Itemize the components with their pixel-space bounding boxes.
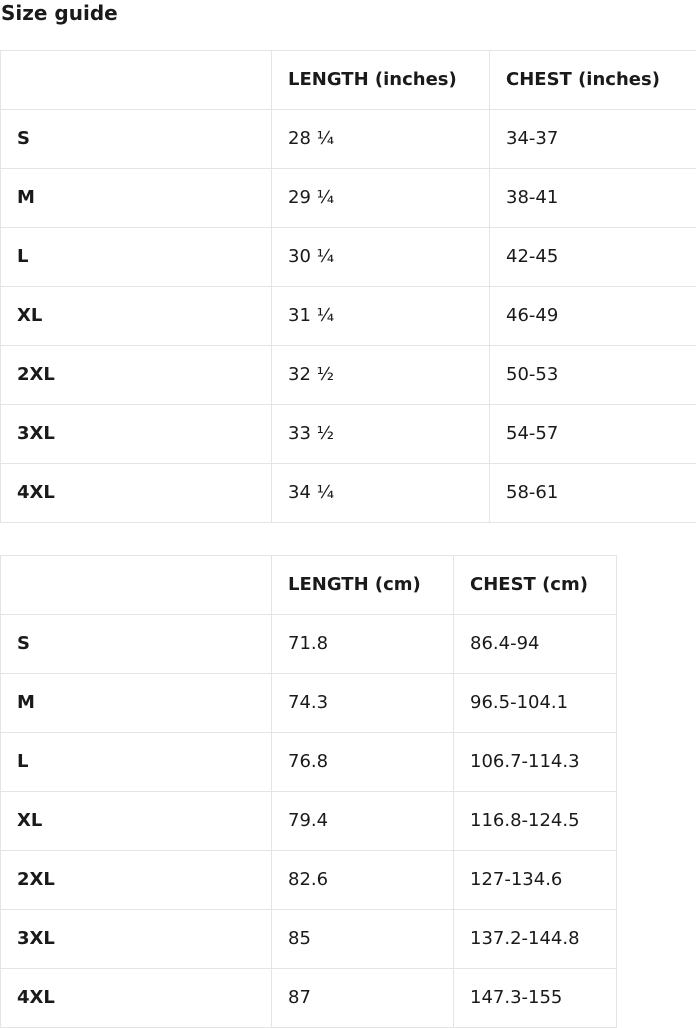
- column-header-length-cm: LENGTH (cm): [272, 556, 454, 615]
- size-label: S: [1, 615, 272, 674]
- size-label: 2XL: [1, 346, 272, 405]
- table-row: S 71.8 86.4-94: [1, 615, 617, 674]
- table-row: 2XL 82.6 127-134.6: [1, 851, 617, 910]
- chest-value: 54-57: [490, 405, 696, 464]
- length-value: 29 ¼: [272, 169, 490, 228]
- empty-header-cell: [1, 51, 272, 110]
- chest-value: 46-49: [490, 287, 696, 346]
- chest-value: 34-37: [490, 110, 696, 169]
- length-value: 33 ½: [272, 405, 490, 464]
- table-row: 4XL 87 147.3-155: [1, 969, 617, 1028]
- size-table-cm: LENGTH (cm) CHEST (cm) S 71.8 86.4-94 M …: [0, 555, 617, 1028]
- size-label: S: [1, 110, 272, 169]
- chest-value: 116.8-124.5: [454, 792, 617, 851]
- chest-value: 106.7-114.3: [454, 733, 617, 792]
- size-label: XL: [1, 792, 272, 851]
- column-header-chest-inches: CHEST (inches): [490, 51, 696, 110]
- chest-value: 96.5-104.1: [454, 674, 617, 733]
- length-value: 82.6: [272, 851, 454, 910]
- length-value: 30 ¼: [272, 228, 490, 287]
- chest-value: 127-134.6: [454, 851, 617, 910]
- table-row: 3XL 85 137.2-144.8: [1, 910, 617, 969]
- table-row: L 76.8 106.7-114.3: [1, 733, 617, 792]
- page-title: Size guide: [1, 2, 696, 24]
- table-row: 2XL 32 ½ 50-53: [1, 346, 696, 405]
- length-value: 32 ½: [272, 346, 490, 405]
- column-header-chest-cm: CHEST (cm): [454, 556, 617, 615]
- length-value: 79.4: [272, 792, 454, 851]
- length-value: 34 ¼: [272, 464, 490, 523]
- length-value: 76.8: [272, 733, 454, 792]
- column-header-length-inches: LENGTH (inches): [272, 51, 490, 110]
- table-header-row: LENGTH (inches) CHEST (inches): [1, 51, 696, 110]
- empty-header-cell: [1, 556, 272, 615]
- length-value: 71.8: [272, 615, 454, 674]
- chest-value: 38-41: [490, 169, 696, 228]
- table-row: S 28 ¼ 34-37: [1, 110, 696, 169]
- size-label: L: [1, 228, 272, 287]
- table-row: XL 31 ¼ 46-49: [1, 287, 696, 346]
- chest-value: 137.2-144.8: [454, 910, 617, 969]
- table-header-row: LENGTH (cm) CHEST (cm): [1, 556, 617, 615]
- length-value: 28 ¼: [272, 110, 490, 169]
- table-row: XL 79.4 116.8-124.5: [1, 792, 617, 851]
- length-value: 85: [272, 910, 454, 969]
- chest-value: 147.3-155: [454, 969, 617, 1028]
- size-label: 3XL: [1, 910, 272, 969]
- size-label: XL: [1, 287, 272, 346]
- chest-value: 50-53: [490, 346, 696, 405]
- chest-value: 86.4-94: [454, 615, 617, 674]
- table-row: 3XL 33 ½ 54-57: [1, 405, 696, 464]
- chest-value: 58-61: [490, 464, 696, 523]
- table-row: 4XL 34 ¼ 58-61: [1, 464, 696, 523]
- size-label: L: [1, 733, 272, 792]
- table-row: M 29 ¼ 38-41: [1, 169, 696, 228]
- length-value: 87: [272, 969, 454, 1028]
- length-value: 31 ¼: [272, 287, 490, 346]
- table-row: M 74.3 96.5-104.1: [1, 674, 617, 733]
- size-label: M: [1, 674, 272, 733]
- table-row: L 30 ¼ 42-45: [1, 228, 696, 287]
- size-label: 4XL: [1, 464, 272, 523]
- length-value: 74.3: [272, 674, 454, 733]
- size-label: M: [1, 169, 272, 228]
- size-label: 3XL: [1, 405, 272, 464]
- size-label: 4XL: [1, 969, 272, 1028]
- size-table-inches: LENGTH (inches) CHEST (inches) S 28 ¼ 34…: [0, 50, 696, 523]
- chest-value: 42-45: [490, 228, 696, 287]
- size-label: 2XL: [1, 851, 272, 910]
